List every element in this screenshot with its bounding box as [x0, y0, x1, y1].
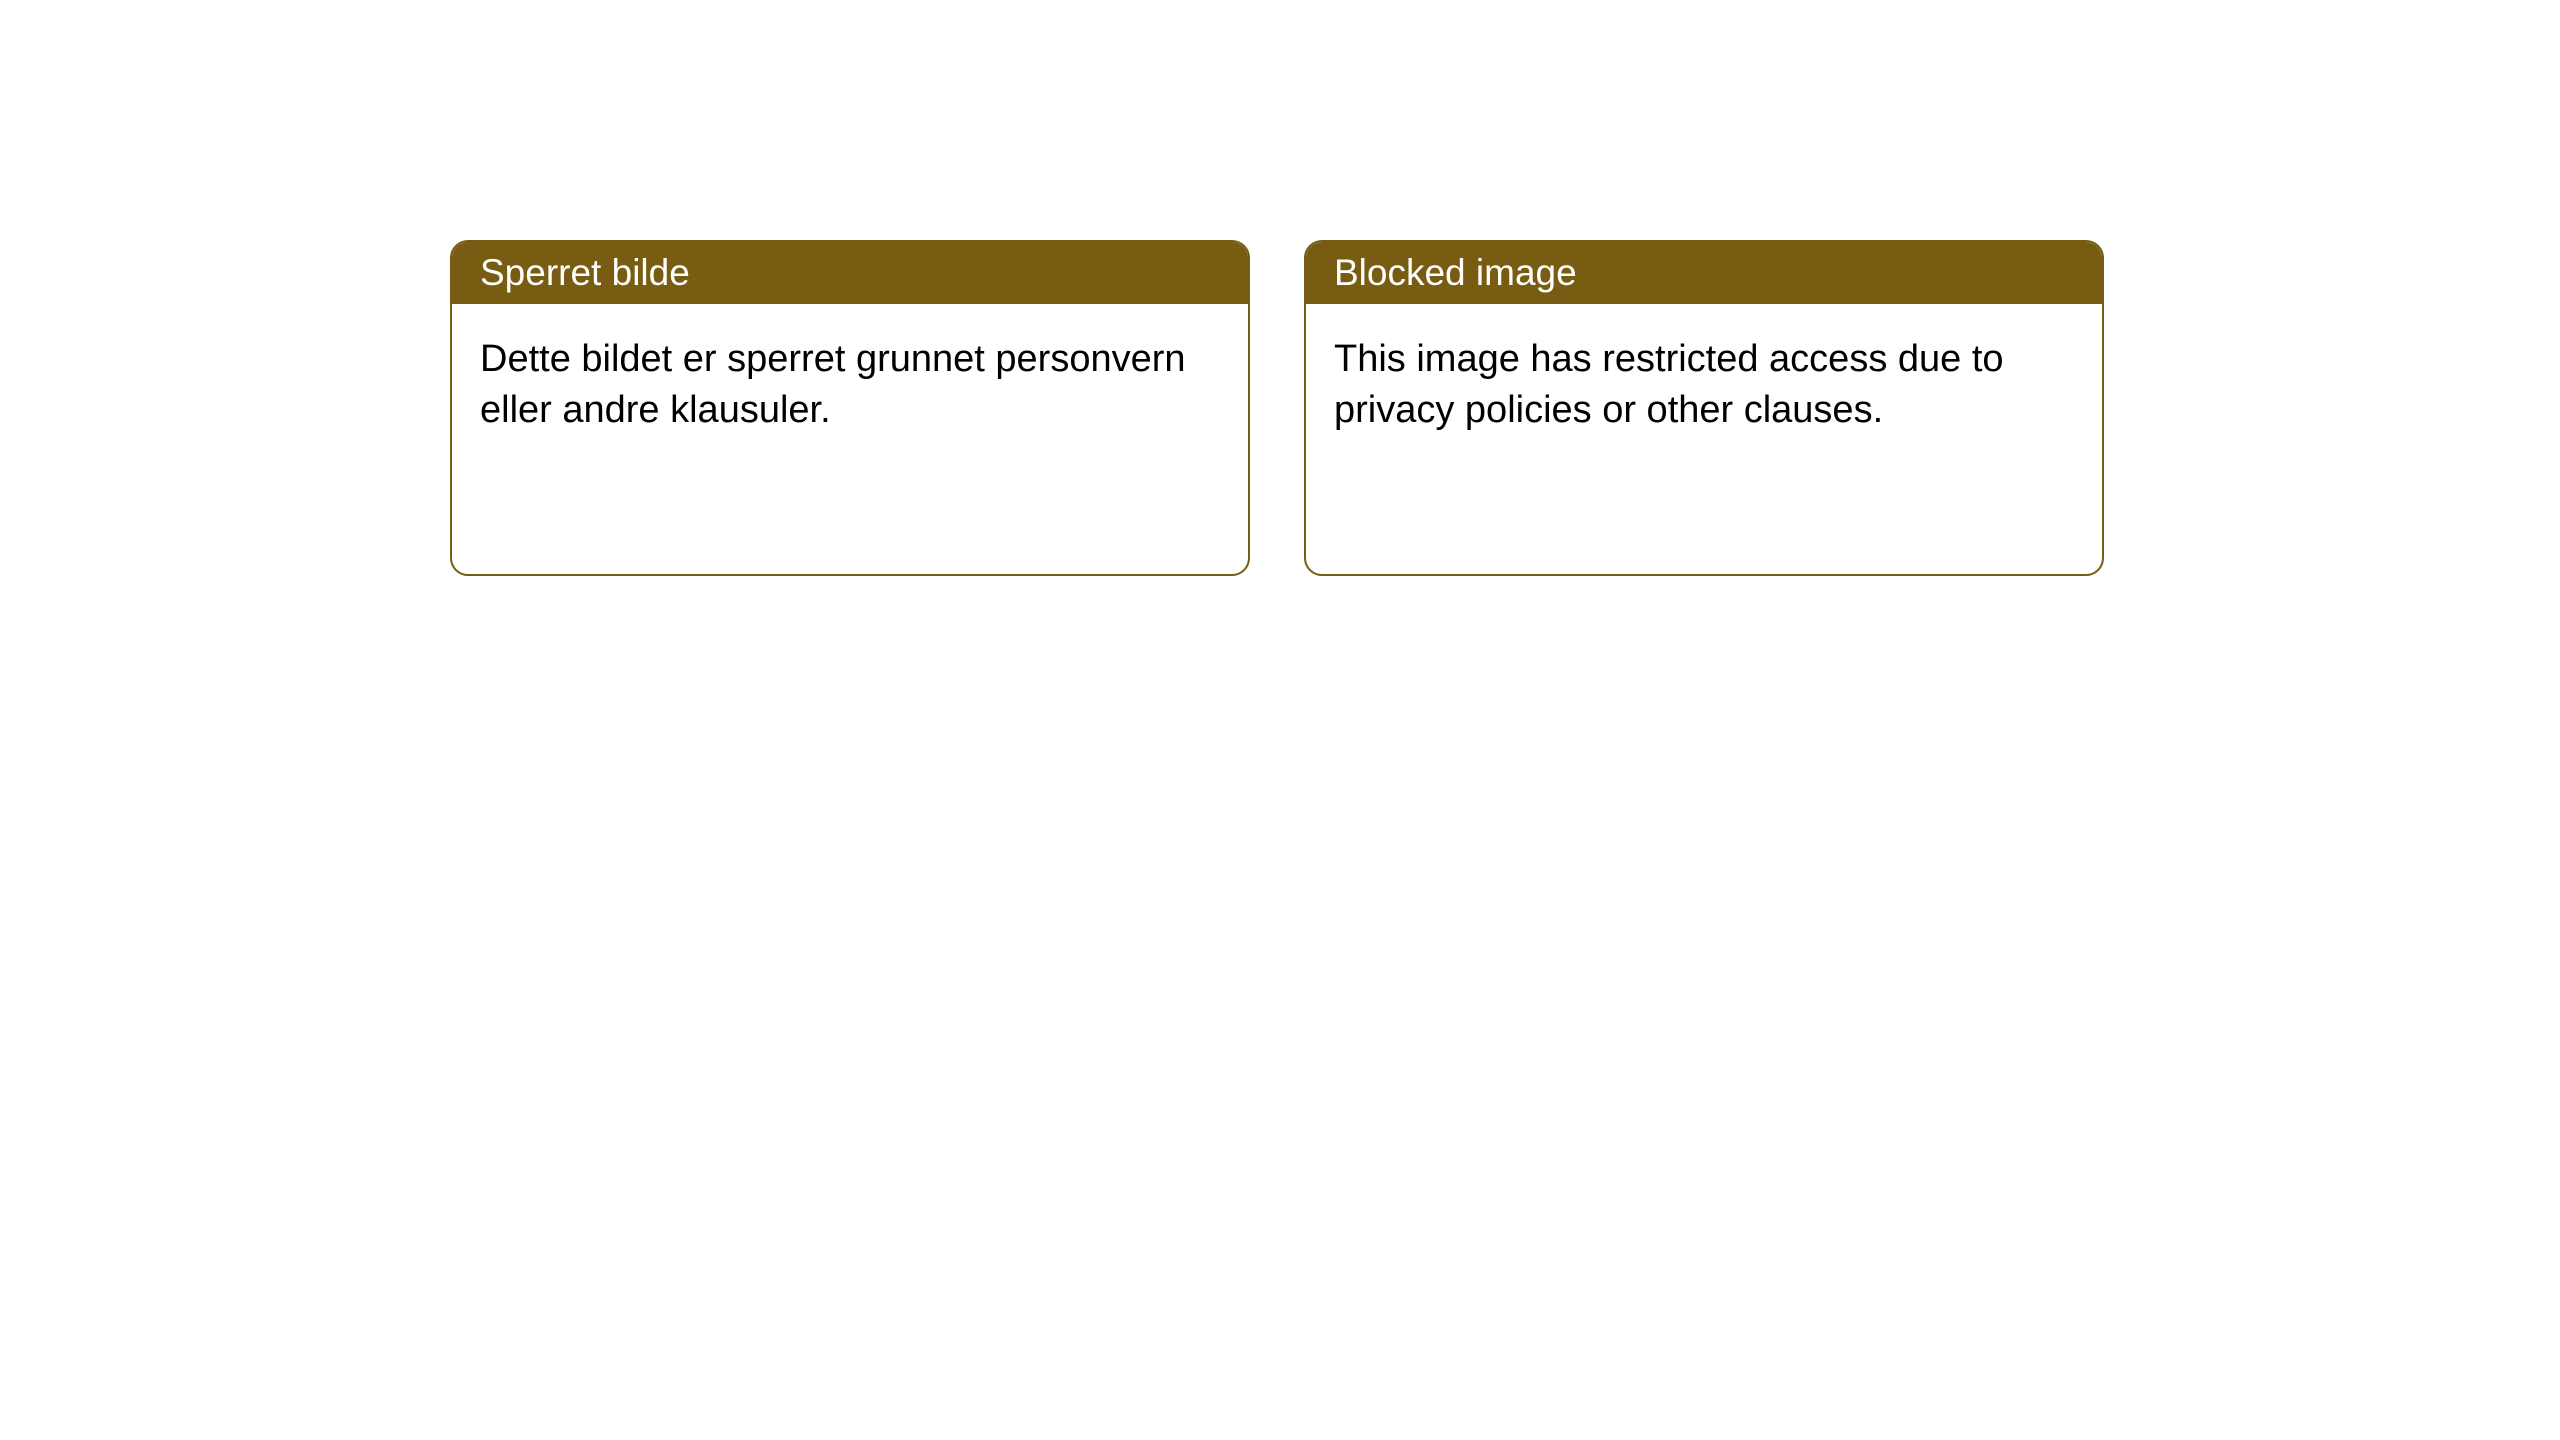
notice-header: Sperret bilde [452, 242, 1248, 304]
notice-body: Dette bildet er sperret grunnet personve… [452, 304, 1248, 574]
notice-card-english: Blocked image This image has restricted … [1304, 240, 2104, 576]
notice-header: Blocked image [1306, 242, 2102, 304]
notice-container: Sperret bilde Dette bildet er sperret gr… [0, 0, 2560, 576]
notice-body: This image has restricted access due to … [1306, 304, 2102, 574]
notice-card-norwegian: Sperret bilde Dette bildet er sperret gr… [450, 240, 1250, 576]
